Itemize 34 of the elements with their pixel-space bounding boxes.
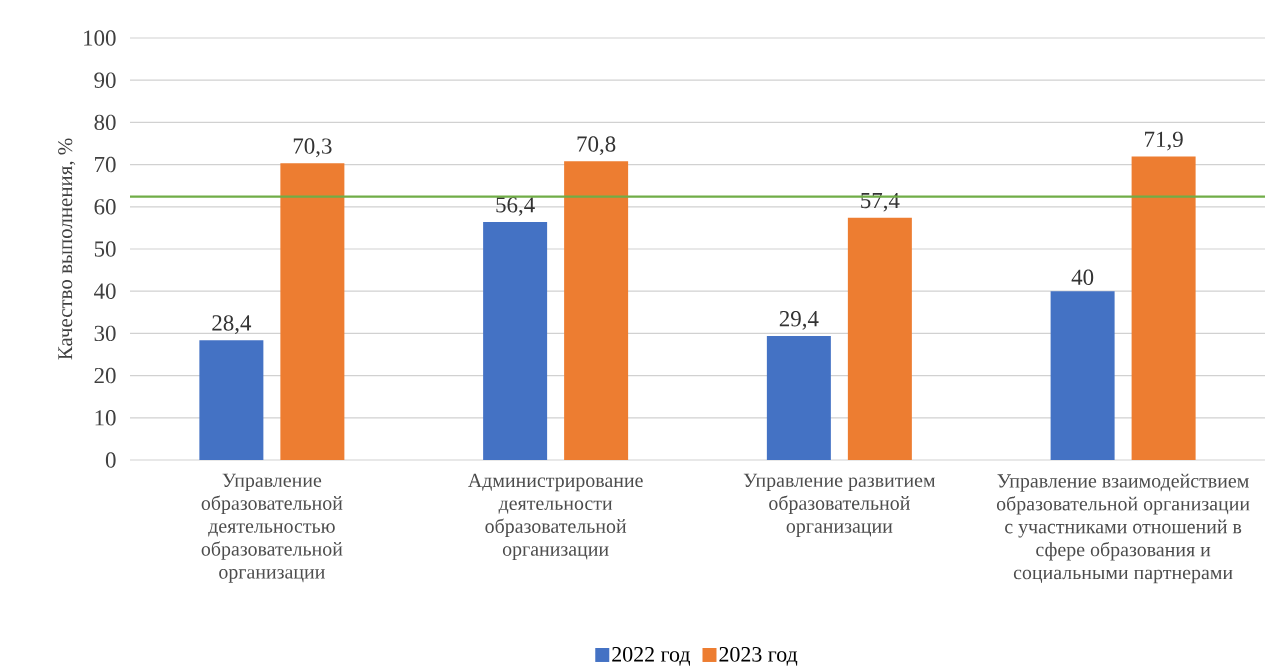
- data-label: 29,4: [779, 311, 819, 330]
- data-label: 70,3: [293, 138, 332, 158]
- data-label: 57,4: [861, 192, 900, 212]
- bar: [766, 335, 831, 460]
- bar: [1131, 156, 1196, 460]
- y-tick-label: 60: [94, 199, 116, 215]
- x-tick-label: Управление взаимодействием образовательной организации с участниками отношений в сфере образования и социальными партнерами: [996, 473, 1250, 584]
- bar: [847, 217, 912, 460]
- bar: [1050, 291, 1115, 460]
- y-tick-label: 80: [94, 114, 116, 131]
- bar: [483, 221, 548, 460]
- x-tick-label: Управление развитием образовательной организации: [743, 473, 936, 537]
- data-label: 28,4: [212, 315, 252, 334]
- y-tick-label: 100: [84, 30, 116, 46]
- y-tick-label: 90: [94, 72, 116, 88]
- y-tick-label: 20: [94, 367, 116, 384]
- y-tick-label: 70: [95, 156, 116, 173]
- y-axis-title: Качество выполнения, %: [58, 138, 76, 360]
- bar: [199, 340, 264, 460]
- x-tick-label: Администрирование деятельности образовательной организации: [467, 473, 643, 560]
- y-tick-label: 10: [95, 410, 116, 426]
- data-label: 70,8: [577, 136, 616, 156]
- bar: [564, 161, 629, 460]
- x-tick-label: Управление образовательной деятельностью образовательной организации: [201, 473, 343, 583]
- bar: [280, 163, 345, 460]
- y-tick-label: 0: [105, 452, 116, 468]
- legend-label: 2023 год: [719, 646, 798, 666]
- data-label: 56,4: [496, 197, 535, 216]
- legend-label: 2022 год: [612, 646, 691, 666]
- data-label: 40: [1071, 269, 1094, 285]
- data-label: 71,9: [1145, 131, 1183, 151]
- y-tick-label: 40: [94, 283, 116, 299]
- y-tick-label: 30: [94, 325, 116, 342]
- y-tick-label: 50: [94, 241, 116, 257]
